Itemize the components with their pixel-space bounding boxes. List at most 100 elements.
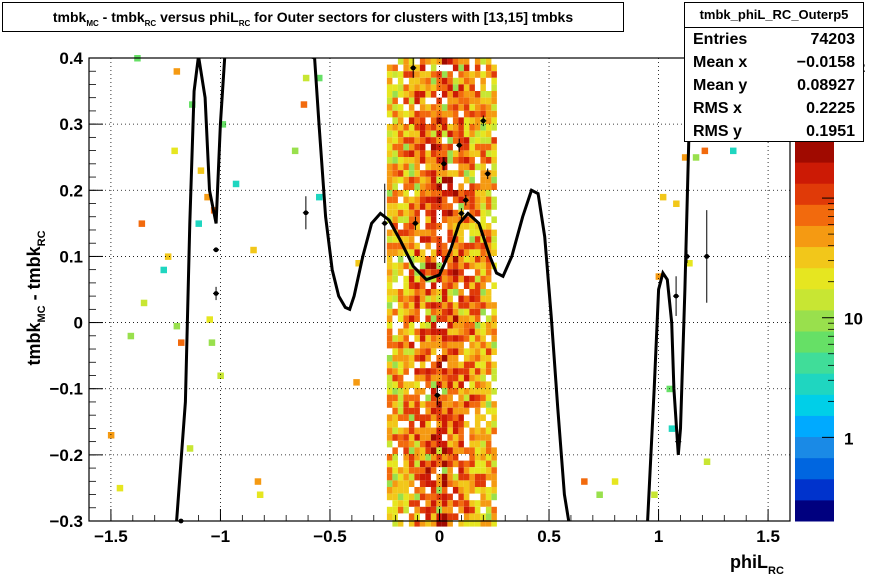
heatmap-cell [386, 183, 393, 190]
heatmap-cell [436, 58, 442, 65]
heatmap-cell [469, 308, 475, 316]
heatmap-cell [452, 249, 459, 256]
x-tick-label: −0.5 [313, 527, 347, 546]
heatmap-cell [480, 328, 486, 336]
heatmap-cell [392, 150, 398, 157]
heatmap-cell [491, 163, 497, 171]
heatmap-cell [441, 289, 448, 296]
heatmap-cell [386, 388, 393, 395]
heatmap-cell [408, 414, 415, 421]
heatmap-cell [419, 124, 426, 131]
heatmap-cell [386, 493, 393, 501]
heatmap-cell [403, 388, 409, 395]
heatmap-cell [463, 110, 470, 118]
heatmap-cell [474, 520, 481, 527]
heatmap-cell [408, 91, 415, 98]
heatmap-cell [392, 203, 398, 210]
heatmap-cell [474, 473, 481, 481]
heatmap-cell [386, 157, 393, 164]
heatmap-cell [392, 480, 398, 487]
heatmap-cell [474, 269, 481, 276]
heatmap-cell [397, 473, 404, 481]
heatmap-cell [469, 328, 475, 336]
colorbar-segment [795, 478, 834, 501]
heatmap-cell [419, 269, 426, 276]
heatmap-cell [392, 176, 398, 184]
sparse-cell [581, 478, 588, 485]
heatmap-cell [397, 229, 404, 237]
heatmap-cell [403, 447, 409, 454]
heatmap-cell [458, 335, 464, 342]
heatmap-cell [419, 473, 426, 481]
heatmap-cell [408, 216, 415, 223]
heatmap-cell [441, 421, 448, 428]
heatmap-cell [474, 381, 481, 388]
heatmap-cell [458, 183, 464, 190]
heatmap-cell [408, 282, 415, 289]
heatmap-cell [485, 388, 492, 395]
heatmap-cell [403, 183, 409, 190]
heatmap-cell [458, 427, 464, 435]
x-axis-label: phiLRC [730, 552, 784, 577]
heatmap-cell [463, 467, 470, 474]
heatmap-cell [425, 322, 431, 329]
heatmap-cell [392, 190, 398, 197]
heatmap-cell [430, 348, 437, 355]
heatmap-cell [386, 487, 393, 494]
heatmap-cell [408, 440, 415, 448]
heatmap-cell [430, 229, 437, 237]
heatmap-cell [392, 361, 398, 369]
heatmap-cell [485, 447, 492, 454]
heatmap-cell [397, 328, 404, 336]
heatmap-cell [485, 117, 492, 124]
heatmap-cell [403, 440, 409, 448]
heatmap-cell [474, 223, 481, 230]
heatmap-cell [386, 440, 393, 448]
heatmap-cell [436, 520, 442, 527]
data-point [441, 161, 447, 167]
heatmap-cell [392, 130, 398, 138]
heatmap-cell [408, 137, 415, 144]
heatmap-cell [474, 513, 481, 520]
heatmap-cell [480, 355, 486, 362]
heatmap-cell [447, 183, 453, 190]
heatmap-cell [463, 91, 470, 98]
heatmap-cell [425, 157, 431, 164]
heatmap-cell [425, 480, 431, 487]
heatmap-cell [430, 427, 437, 435]
heatmap-cell [463, 388, 470, 395]
heatmap-cell [392, 137, 398, 144]
heatmap-cell [491, 124, 497, 131]
heatmap-cell [447, 341, 453, 349]
heatmap-cell [474, 110, 481, 118]
heatmap-cell [425, 513, 431, 520]
heatmap-cell [474, 401, 481, 408]
heatmap-cell [458, 295, 464, 303]
heatmap-cell [414, 434, 420, 441]
heatmap-cell [474, 275, 481, 283]
heatmap-cell [386, 170, 393, 177]
heatmap-cell [458, 262, 464, 270]
heatmap-cell [463, 500, 470, 507]
heatmap-cell [403, 506, 409, 514]
heatmap-cell [441, 190, 448, 197]
heatmap-cell [469, 440, 475, 448]
data-point [485, 171, 491, 177]
heatmap-cell [419, 137, 426, 144]
heatmap-cell [386, 275, 393, 283]
heatmap-cell [430, 58, 437, 65]
heatmap-cell [458, 374, 464, 382]
heatmap-cell [441, 388, 448, 395]
sparse-cell [681, 154, 689, 161]
heatmap-cell [414, 328, 420, 336]
heatmap-cell [397, 163, 404, 171]
heatmap-cell [430, 209, 437, 217]
heatmap-cell [386, 203, 393, 210]
heatmap-cell [491, 97, 497, 105]
heatmap-cell [441, 157, 448, 164]
heatmap-cell [474, 242, 481, 250]
heatmap-cell [452, 447, 459, 454]
data-point [480, 118, 486, 124]
heatmap-cell [397, 480, 404, 487]
heatmap-cell [414, 289, 420, 296]
